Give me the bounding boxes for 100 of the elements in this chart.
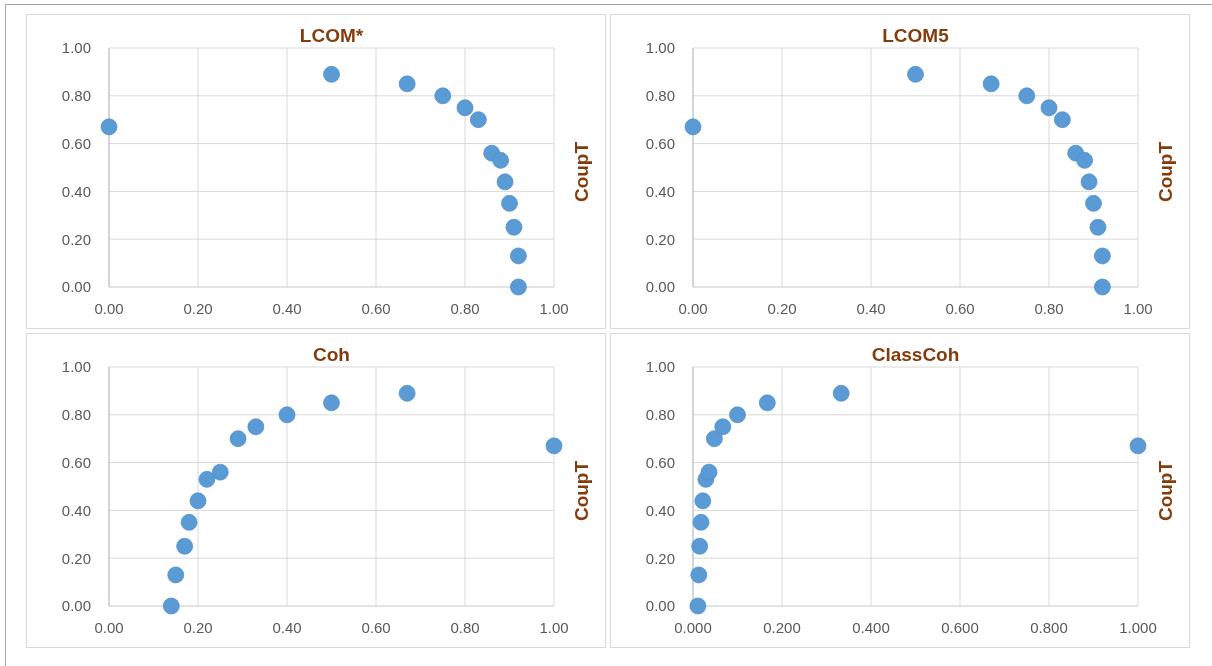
y-tick-label: 1.00 [61,358,91,376]
y-axis-title: CoupT [570,141,593,203]
point [700,463,718,481]
y-tick-label: 1.00 [61,39,91,57]
x-tick-label: 0.60 [361,299,391,317]
x-tick-label: 0.600 [941,618,979,636]
point [510,247,527,265]
y-tick-label: 0.00 [61,597,91,615]
point [690,566,708,584]
y-tick-label: 0.00 [645,278,675,296]
point [1040,99,1058,117]
x-tick-label: 0.20 [767,299,797,317]
y-tick-label: 0.60 [61,453,91,471]
point [1129,437,1147,455]
x-tick-label: 0.40 [856,299,886,317]
chart-title: LCOM* [299,24,364,47]
y-tick-label: 0.80 [61,87,91,105]
y-tick-label: 0.20 [645,230,675,248]
x-tick-label: 0.800 [1030,618,1068,636]
y-tick-label: 0.00 [61,278,91,296]
x-tick-label: 0.80 [450,299,480,317]
point [398,384,416,402]
x-tick-label: 1.00 [539,299,569,317]
x-tick-label: 0.60 [361,618,391,636]
point [176,537,194,555]
point [1080,173,1098,191]
y-axis-title: CoupT [1154,460,1177,522]
x-tick-label: 0.00 [94,618,124,636]
point [714,418,732,436]
y-tick-label: 0.60 [645,453,675,471]
point [907,65,924,83]
point [189,492,207,510]
point [323,394,340,412]
x-tick-label: 1.00 [1123,299,1153,317]
point [323,65,340,83]
x-tick-label: 1.00 [539,618,569,636]
point [505,218,523,236]
point [496,173,514,191]
x-tick-label: 0.00 [94,299,124,317]
point [705,430,723,448]
y-tick-label: 0.00 [645,597,675,615]
y-tick-label: 0.80 [645,406,675,424]
y-tick-label: 0.40 [645,501,675,519]
point [501,194,518,212]
x-tick-label: 0.80 [450,618,480,636]
y-axis-title: CoupT [570,460,593,522]
point [545,437,563,455]
y-tick-label: 1.00 [645,358,675,376]
x-tick-label: 0.400 [852,618,890,636]
point [758,394,776,412]
point [1089,218,1107,236]
point [167,566,185,584]
y-tick-label: 0.40 [61,182,91,200]
y-axis-title: CoupT [1154,141,1177,203]
point [398,75,416,93]
y-tick-label: 0.20 [61,549,91,567]
y-tick-label: 0.60 [61,134,91,152]
y-tick-label: 0.80 [61,406,91,424]
point [456,99,474,117]
x-tick-label: 0.20 [183,299,213,317]
y-tick-label: 0.80 [645,87,675,105]
point [211,463,229,481]
x-tick-label: 0.80 [1034,299,1064,317]
point [434,87,452,105]
point [1094,278,1111,296]
point [247,418,265,436]
chart-title: Coh [313,343,350,366]
point [1085,194,1102,212]
point [729,406,746,424]
chart-title: ClassCoh [871,343,960,366]
point [198,470,216,488]
point [278,406,296,424]
point [684,118,702,136]
point [1018,87,1036,105]
point [832,384,850,402]
point [1053,111,1071,129]
point [229,430,247,448]
chart-title: LCOM5 [882,24,949,47]
point [469,111,487,129]
x-tick-label: 0.200 [763,618,801,636]
x-tick-label: 1.000 [1119,618,1157,636]
x-tick-label: 0.40 [272,299,302,317]
point [689,597,707,615]
point [162,597,180,615]
point [510,278,527,296]
point [100,118,118,136]
y-tick-label: 0.20 [645,549,675,567]
x-tick-label: 0.40 [272,618,302,636]
point [1076,151,1093,169]
point [180,513,198,531]
point [1094,247,1111,265]
point [694,492,712,510]
x-tick-label: 0.00 [678,299,708,317]
y-tick-label: 0.40 [645,182,675,200]
x-tick-label: 0.60 [945,299,975,317]
y-tick-label: 0.40 [61,501,91,519]
y-tick-label: 0.20 [61,230,91,248]
y-tick-label: 1.00 [645,39,675,57]
point [692,513,710,531]
point [492,151,509,169]
